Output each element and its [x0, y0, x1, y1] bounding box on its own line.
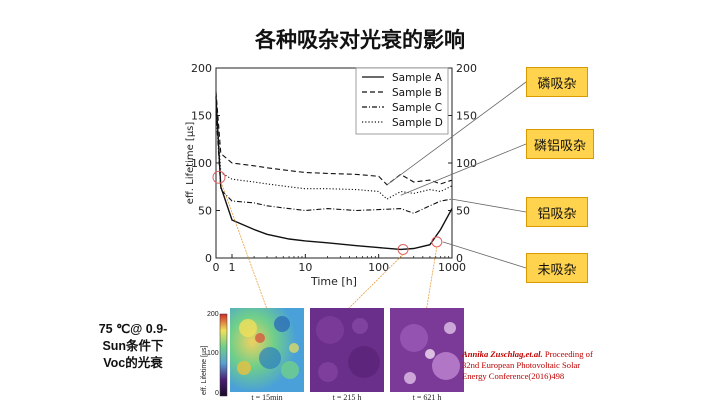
map-connector: [220, 181, 269, 313]
map-image: [390, 308, 464, 392]
colorbar-tick: 200: [207, 311, 219, 318]
label-text: 磷吸杂: [537, 76, 577, 92]
legend-label: Sample B: [392, 87, 442, 99]
label-text: 铝吸杂: [537, 206, 577, 222]
reference-author: Annika Zuschlag,et.al.: [462, 349, 543, 359]
legend-label: Sample A: [392, 72, 443, 84]
label-phosphorus-gettering: 磷吸杂: [526, 67, 588, 97]
x-tick-label: 10: [298, 261, 312, 274]
y-tick-label-right: 50: [456, 205, 470, 218]
y-tick-label-right: 100: [456, 157, 477, 170]
leader-line: [400, 143, 527, 196]
y-tick-label: 50: [198, 205, 212, 218]
label-text: 未吸杂: [537, 262, 577, 278]
map-image: [230, 308, 304, 392]
series-line: [215, 110, 453, 214]
map-connector: [344, 254, 404, 313]
x-axis-label: Time [h]: [310, 275, 357, 288]
condition-note: 75 ℃@ 0.9- Sun条件下 Voc的光衰: [88, 321, 178, 372]
y-tick-label: 0: [205, 252, 212, 265]
colorbar-tick: 0: [215, 390, 219, 397]
marker-circle: [212, 170, 226, 184]
y-tick-label: 200: [191, 62, 212, 75]
reference-line: Energy Conference(2016)498: [462, 371, 565, 381]
leader-line: [442, 241, 527, 269]
lifetime-map-215h: t = 215 h: [310, 308, 384, 402]
reference-text: Proceeding of: [542, 349, 593, 359]
series-line: [215, 91, 453, 186]
leader-line: [386, 81, 527, 186]
label-phosphorus-aluminum-gettering: 磷铝吸杂: [526, 129, 594, 159]
legend-label: Sample D: [392, 117, 443, 129]
colorbar: [219, 313, 228, 397]
y-tick-label-right: 0: [456, 252, 463, 265]
map-image: [310, 308, 384, 392]
label-text: 磷铝吸杂: [533, 138, 586, 154]
condition-line: 75 ℃@ 0.9-: [98, 322, 168, 336]
condition-line: Voc的光衰: [103, 356, 163, 370]
y-axis-label: eff. Lifetime [µs]: [185, 122, 196, 205]
map-connector: [425, 246, 438, 313]
series-line: [215, 96, 453, 251]
slide-title: 各种吸杂对光衰的影响: [255, 28, 465, 52]
reference-citation: Annika Zuschlag,et.al. Proceeding of 32n…: [462, 349, 692, 382]
lifetime-map-621h: t = 621 h: [390, 308, 464, 402]
condition-line: Sun条件下: [102, 339, 164, 353]
colorbar-tick: 100: [207, 350, 219, 357]
x-tick-label: 100: [368, 261, 389, 274]
y-tick-label: 100: [191, 157, 212, 170]
leader-line: [451, 198, 527, 213]
x-tick-label: 1: [229, 261, 236, 274]
label-aluminum-gettering: 铝吸杂: [526, 197, 588, 227]
map-caption: t = 621 h: [412, 393, 442, 402]
x-tick-label: 1000: [438, 261, 466, 274]
map-caption: t = 215 h: [332, 393, 362, 402]
legend-label: Sample C: [392, 102, 442, 114]
y-tick-label-right: 200: [456, 62, 477, 75]
lifetime-map-15min: t = 15min: [230, 308, 304, 402]
reference-line: Annika Zuschlag,et.al. Proceeding of: [462, 349, 692, 360]
legend-box: [355, 67, 449, 135]
reference-line: 32nd European Photovoltaic Solar: [462, 360, 581, 370]
x-tick-label: 0: [213, 261, 220, 274]
y-tick-label-right: 150: [456, 110, 477, 123]
label-no-gettering: 未吸杂: [526, 253, 588, 283]
map-caption: t = 15min: [251, 393, 283, 402]
y-tick-label: 150: [191, 110, 212, 123]
